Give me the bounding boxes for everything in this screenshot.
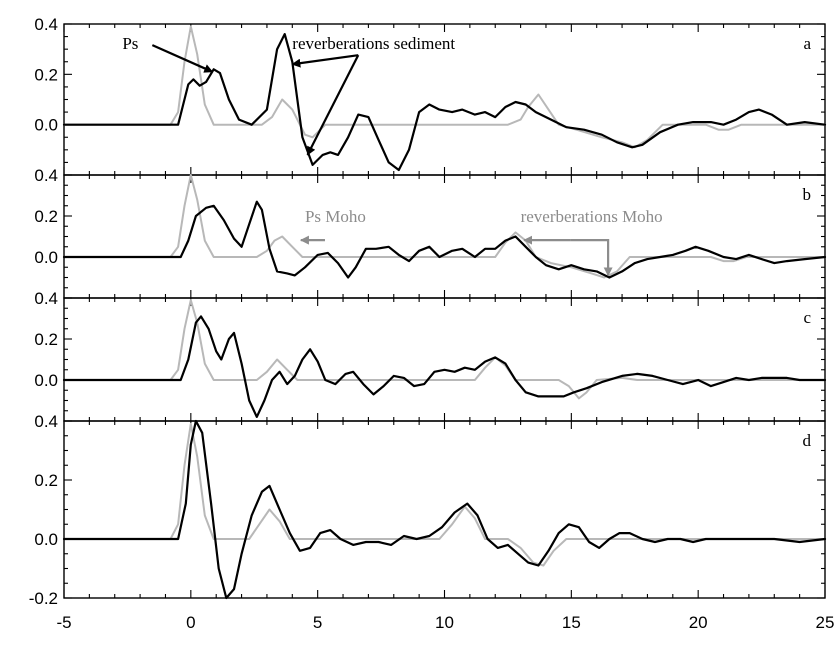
y-tick-label: 0.4 [34, 166, 58, 185]
y-tick-label: 0.0 [34, 116, 58, 135]
series-line-black [62, 419, 827, 600]
annotation-label: reverberations sediment [292, 34, 455, 53]
panel-label: a [803, 34, 811, 53]
series-line-black [62, 315, 827, 418]
panel-b: 0.4 0.2 0.0 b Ps Moho reverberations Moho [34, 166, 827, 299]
annotation-label: Ps [122, 34, 138, 53]
y-tick-label: 0.4 [34, 289, 58, 308]
series-line-gray [63, 422, 826, 567]
panel-label: d [803, 431, 812, 450]
series-line-gray [63, 174, 826, 279]
annotation-arrow [291, 54, 359, 68]
annotation-arrow [306, 54, 360, 156]
annotation-label: Ps Moho [305, 207, 366, 226]
x-axis-tick-labels: -5 0 5 10 15 20 25 [56, 613, 834, 632]
series-line-gray [63, 299, 826, 400]
x-tick-label: 5 [313, 613, 322, 632]
x-tick-label: 20 [689, 613, 708, 632]
series-line-gray [63, 25, 826, 149]
x-tick-label: -5 [56, 613, 71, 632]
panel-frame [63, 420, 826, 599]
panel-frame [63, 297, 826, 422]
panel-label: b [803, 185, 812, 204]
panel-frame [63, 174, 826, 299]
y-tick-label: 0.0 [34, 371, 58, 390]
y-tick-label: -0.2 [29, 589, 58, 608]
x-tick-label: 0 [186, 613, 195, 632]
panel-a: 0.4 0.2 0.0 a Ps reverberations sediment [34, 15, 827, 176]
series-line-black [62, 200, 827, 279]
panel-d: 0.4 0.2 0.0 -0.2 d [29, 412, 827, 608]
annotation-arrow [570, 239, 613, 277]
annotation-label: reverberations Moho [521, 207, 663, 226]
y-tick-label: 0.2 [34, 207, 58, 226]
y-tick-label: 0.4 [34, 15, 58, 34]
x-tick-label: 25 [816, 613, 835, 632]
series-line-black [62, 33, 827, 172]
y-tick-label: 0.2 [34, 471, 58, 490]
y-tick-label: 0.0 [34, 248, 58, 267]
y-tick-label: 0.0 [34, 530, 58, 549]
panel-label: c [803, 308, 811, 327]
y-tick-label: 0.4 [34, 412, 58, 431]
y-tick-label: 0.2 [34, 65, 58, 84]
x-tick-label: 15 [562, 613, 581, 632]
y-tick-label: 0.2 [34, 330, 58, 349]
x-tick-label: 10 [435, 613, 454, 632]
panel-c: 0.4 0.2 0.0 c [34, 289, 827, 422]
annotation-arrow [151, 44, 214, 73]
